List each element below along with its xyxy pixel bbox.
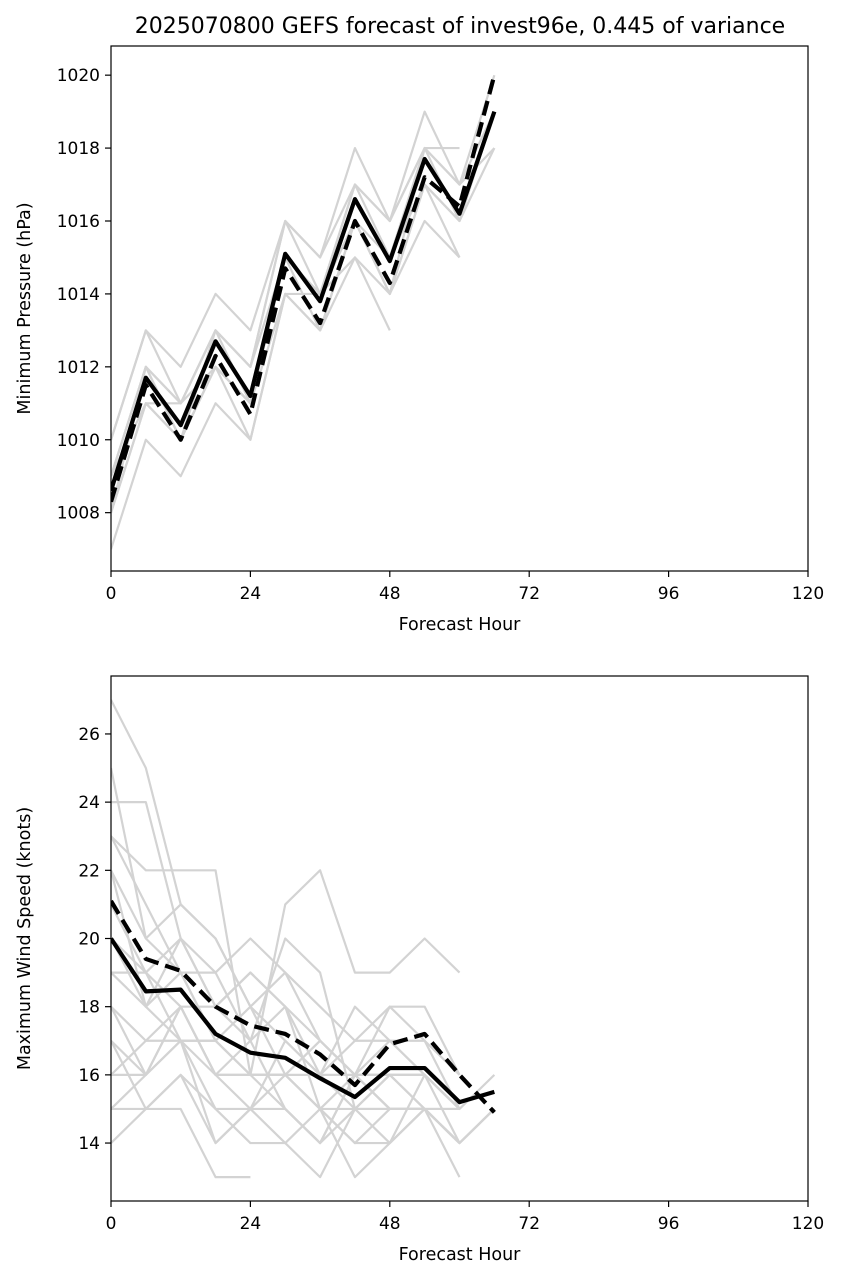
pressure-ensemble-member-line — [111, 146, 496, 441]
wind-plot-area — [111, 699, 496, 1179]
wind-y-axis-label: Maximum Wind Speed (knots) — [15, 807, 35, 1070]
pressure-y-tick-label: 1008 — [57, 504, 100, 524]
wind-y-tick-label: 26 — [78, 725, 100, 745]
wind-x-tick-label: 72 — [518, 1214, 540, 1234]
wind-panel: 0 24 48 72 96 120 14 16 18 20 22 24 26 Forecast Hour M… — [15, 675, 824, 1265]
pressure-plot-area — [111, 74, 497, 550]
figure-title: 2025070800 GEFS forecast of invest96e, 0… — [135, 14, 785, 39]
wind-dashed-line — [111, 899, 496, 1114]
pressure-x-tick-label: 96 — [658, 584, 680, 604]
wind-x-tick-label: 120 — [792, 1214, 824, 1234]
wind-x-tick-label: 96 — [658, 1214, 680, 1234]
wind-ensemble-member-line — [111, 1039, 461, 1110]
pressure-ensemble-member-line — [111, 146, 460, 477]
pressure-dashed-line — [111, 74, 497, 503]
pressure-x-tick-label: 24 — [240, 584, 262, 604]
pressure-y-tick-label: 1010 — [57, 431, 100, 451]
wind-y-tick-label: 14 — [78, 1134, 100, 1154]
pressure-x-tick-label: 48 — [379, 584, 401, 604]
wind-x-axis-label: Forecast Hour — [399, 1245, 522, 1265]
pressure-panel: 0 24 48 72 96 120 1008 1010 1012 1014 1016 1018 1020… — [15, 45, 824, 635]
wind-x-tick-label: 48 — [379, 1214, 401, 1234]
pressure-y-tick-label: 1018 — [57, 139, 100, 159]
wind-ensemble-member-line — [111, 1107, 251, 1179]
pressure-x-tick-label: 120 — [792, 584, 824, 604]
wind-y-tick-label: 18 — [78, 998, 100, 1018]
wind-x-tick-label: 0 — [106, 1214, 117, 1234]
pressure-y-tick-label: 1020 — [57, 66, 100, 86]
pressure-solid-line — [111, 110, 497, 492]
pressure-y-tick-label: 1014 — [57, 285, 100, 305]
wind-y-tick-label: 24 — [78, 793, 100, 813]
wind-ensemble-member-line — [111, 835, 461, 1076]
wind-ensemble-member-line — [111, 971, 496, 1145]
wind-y-tick-label: 16 — [78, 1066, 100, 1086]
wind-solid-line — [111, 937, 495, 1105]
pressure-ensemble-member-line — [111, 147, 496, 514]
pressure-x-tick-label: 72 — [518, 584, 540, 604]
wind-x-tick-label: 24 — [240, 1214, 262, 1234]
pressure-y-tick-label: 1012 — [57, 358, 100, 378]
pressure-x-axis-label: Forecast Hour — [399, 615, 522, 635]
pressure-y-axis-label: Minimum Pressure (hPa) — [15, 202, 35, 414]
pressure-axes-frame — [110, 45, 809, 572]
wind-y-tick-label: 20 — [78, 930, 100, 950]
pressure-y-tick-label: 1016 — [57, 212, 100, 232]
pressure-x-tick-label: 0 — [106, 584, 117, 604]
wind-y-tick-label: 22 — [78, 861, 100, 881]
